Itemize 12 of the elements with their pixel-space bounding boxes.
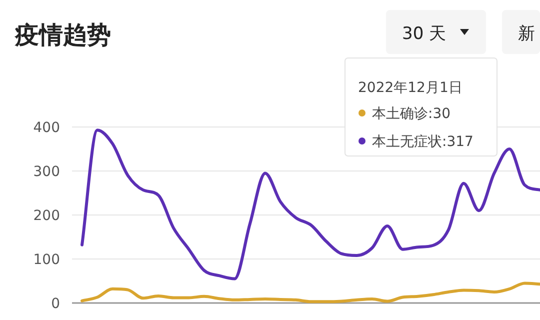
button: 30 天 — [386, 10, 486, 54]
y-tick-label: 200 — [33, 208, 60, 224]
y-tick-label: 0 — [51, 296, 60, 312]
y-tick-label: 300 — [33, 164, 60, 180]
button: 新 — [502, 10, 540, 54]
annotation: 本土无症状:317 — [372, 134, 474, 150]
line-series — [80, 282, 540, 304]
line-series — [80, 128, 540, 280]
tooltip: 2022年12月1日 本土确诊:30 本土无症状:317 — [344, 58, 498, 156]
y-tick-label: 100 — [33, 252, 60, 268]
chart-title: 疫情趋势 — [14, 21, 111, 49]
y-tick-label: 400 — [33, 120, 60, 136]
